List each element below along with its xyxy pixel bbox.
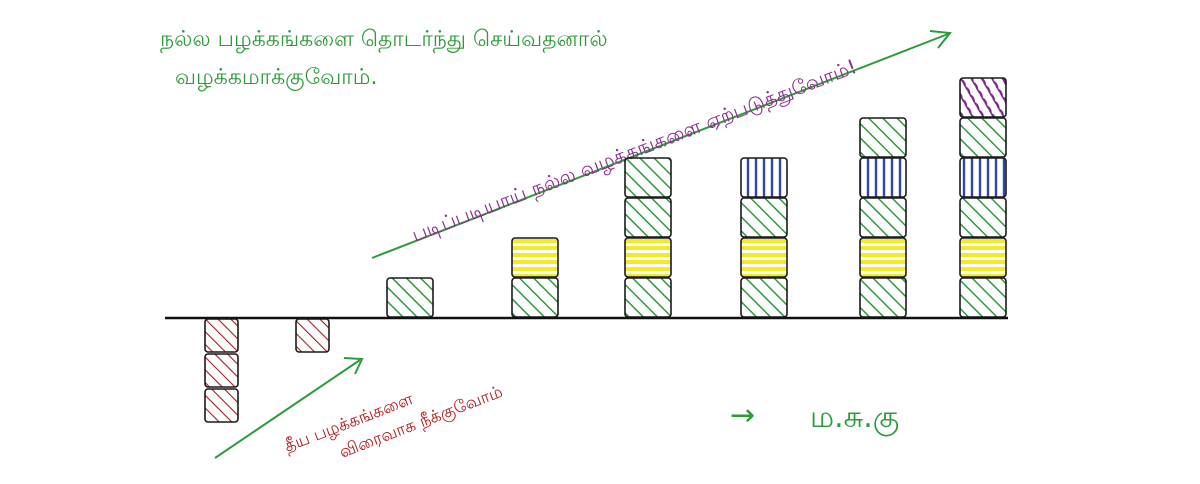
- bad-habit-block: [295, 318, 330, 353]
- habit-block-yellow: [624, 237, 672, 278]
- habit-block-green: [624, 157, 672, 198]
- habit-block-yellow: [740, 237, 788, 278]
- habit-block-green: [624, 277, 672, 318]
- progress-arrow-line: [371, 33, 949, 259]
- habit-block-blue: [959, 157, 1007, 198]
- habit-block-blue: [740, 157, 788, 198]
- lower-arrow-line: [214, 359, 361, 459]
- habit-block-yellow: [959, 237, 1007, 278]
- habit-block-green: [859, 277, 907, 318]
- habit-block-green: [959, 117, 1007, 158]
- habit-block-green: [740, 197, 788, 238]
- signature-arrow: →: [730, 398, 755, 433]
- habit-block-purple: [959, 77, 1007, 118]
- habit-block-blue: [859, 157, 907, 198]
- habit-block-green: [859, 117, 907, 158]
- signature: ம.சு.கு: [810, 400, 899, 436]
- habit-block-green: [511, 277, 559, 318]
- top-caption-line2: வழக்கமாக்குவோம்.: [175, 65, 377, 91]
- habit-block-green: [959, 197, 1007, 238]
- bad-habit-block: [204, 318, 239, 353]
- habit-block-yellow: [859, 237, 907, 278]
- habit-block-green: [624, 197, 672, 238]
- habit-blocks: [204, 77, 1007, 423]
- habit-block-yellow: [511, 237, 559, 278]
- top-caption-line1: நல்ல பழக்கங்களை தொடர்ந்து செய்வதனால்: [160, 27, 608, 53]
- progress-arrow-head: [929, 30, 952, 49]
- bad-habit-block: [204, 388, 239, 423]
- habit-block-green: [386, 277, 434, 318]
- habit-block-green: [859, 197, 907, 238]
- bad-habit-block: [204, 353, 239, 388]
- lower-arrow-head: [343, 357, 364, 375]
- habit-block-green: [959, 277, 1007, 318]
- habit-block-green: [740, 277, 788, 318]
